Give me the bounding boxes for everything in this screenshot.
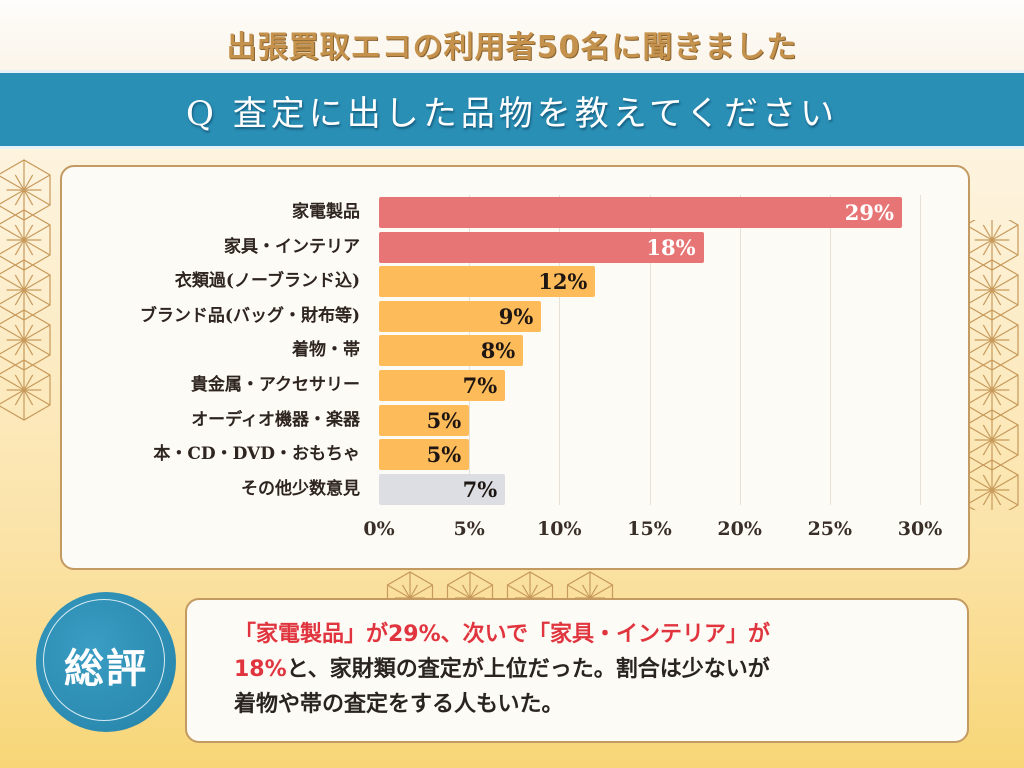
category-label: 着物・帯 [292, 340, 360, 361]
bar [379, 404, 470, 436]
x-tick-label: 5% [453, 518, 485, 540]
bar-value-label: 29% [844, 200, 894, 225]
category-label: 貴金属・アクセサリー [190, 375, 360, 395]
category-label: 家具・インテリア [224, 236, 360, 257]
summary-badge-label: 総評 [64, 645, 148, 692]
top-band [0, 0, 1024, 70]
survey-subtitle: 出張買取エコの利用者50名に聞きました [226, 30, 798, 65]
category-label: ブランド品(バッグ・財布等) [139, 305, 360, 326]
bar [379, 300, 542, 332]
x-tick-label: 25% [807, 518, 853, 540]
bar-value-label: 12% [538, 269, 588, 295]
summary-card [185, 598, 969, 743]
x-tick-label: 10% [537, 518, 582, 540]
bar [379, 370, 506, 401]
x-tick-label: 15% [627, 518, 672, 540]
gridline [920, 195, 921, 505]
bar-value-label: 18% [646, 234, 696, 260]
bar [379, 231, 704, 263]
gridline [740, 195, 741, 505]
bar [379, 335, 524, 367]
category-label: オーディオ機器・楽器 [191, 409, 360, 430]
summary-segment-4: 着物や帯の査定をする人もいた。 [234, 692, 564, 717]
bar-value-label: 5% [426, 407, 462, 433]
category-label: その他少数意見 [241, 478, 360, 499]
bar-value-label: 7% [462, 373, 498, 398]
summary-segment-3: と、家財類の査定が上位だった。割合は少ないが [286, 657, 770, 682]
bar [379, 473, 506, 505]
question-band [0, 70, 1024, 149]
bar-value-label: 7% [462, 476, 498, 502]
question-title: Q 査定に出した品物を教えてください [186, 94, 838, 134]
summary-text: 「家電製品」が29%、次いで「家具・インテリア」が 18%と、家財類の査定が上位… [234, 617, 954, 722]
asanoha-pattern-right [968, 220, 1019, 510]
bar [379, 197, 902, 228]
x-tick-label: 30% [897, 518, 943, 540]
summary-segment-1: 「家電製品」が29%、次いで「家具・インテリア」が [234, 622, 770, 647]
summary-badge-ring [43, 599, 165, 721]
bar-value-label: 5% [426, 442, 462, 468]
category-label: 本・CD・DVD・おもちゃ [153, 444, 360, 465]
category-label: 衣類過(ノーブランド込) [174, 271, 360, 292]
gridline [830, 195, 831, 505]
gridline [559, 195, 560, 505]
bar [379, 266, 596, 298]
x-tick-label: 20% [717, 518, 762, 540]
x-tick-label: 0% [363, 518, 395, 540]
summary-segment-2: 18% [234, 657, 287, 682]
bar-value-label: 9% [498, 303, 534, 329]
category-label: 家電製品 [292, 202, 360, 222]
bar-value-label: 8% [480, 338, 516, 364]
gridline [650, 195, 651, 505]
bar [379, 439, 470, 471]
chart-card [60, 165, 970, 570]
asanoha-pattern-left [0, 159, 51, 421]
